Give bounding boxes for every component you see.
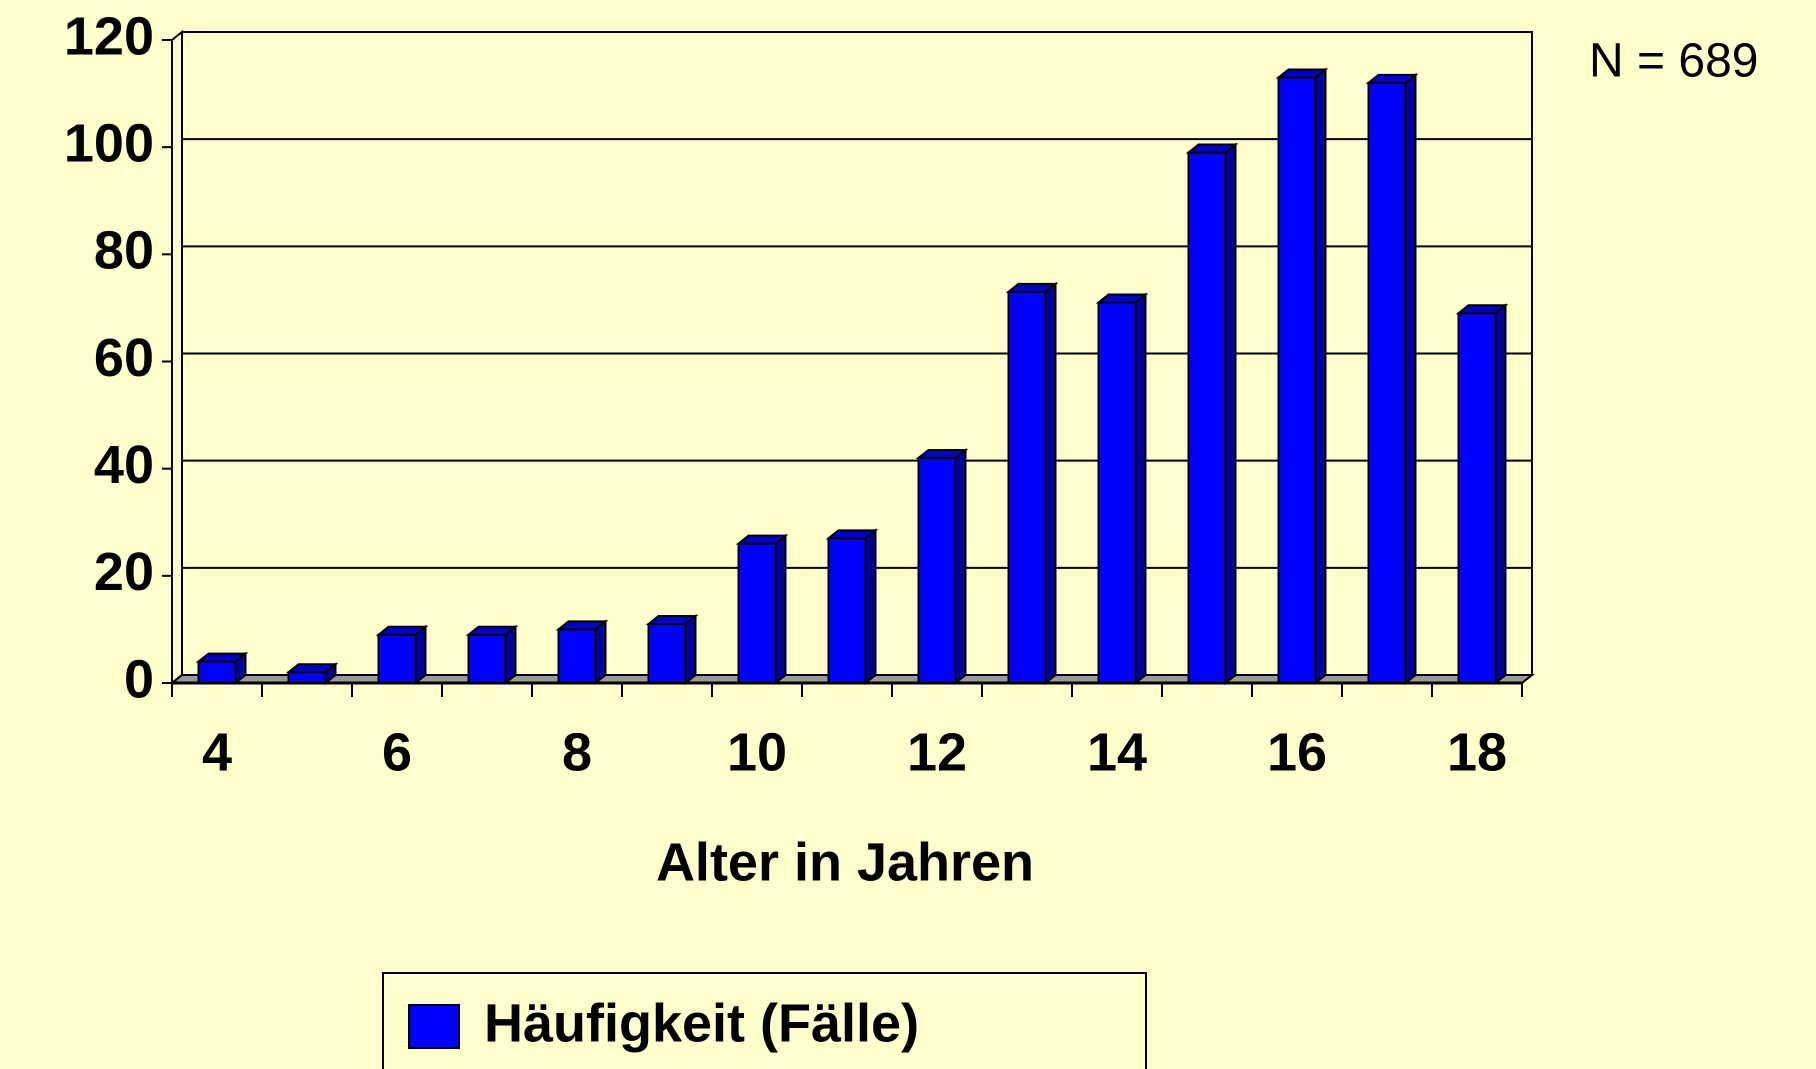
bar-top: [645, 615, 699, 626]
bar-top: [915, 448, 969, 459]
bar-top: [375, 625, 429, 636]
x-tick-label: 6: [382, 722, 412, 782]
bar-side: [1404, 72, 1417, 686]
bar-top: [1185, 143, 1239, 154]
bar-side: [1314, 67, 1327, 686]
y-tick-label: 100: [64, 113, 154, 173]
y-tick-label: 80: [94, 221, 154, 281]
x-tick-label: 4: [202, 722, 232, 782]
bar-top: [825, 529, 879, 540]
bar: [1007, 290, 1047, 684]
x-tick-label: 12: [907, 722, 967, 782]
bar-side: [504, 624, 517, 686]
x-axis-title: Alter in Jahren: [656, 832, 1034, 892]
bar-top: [735, 534, 789, 545]
bar-side: [414, 624, 427, 686]
bar: [737, 542, 777, 685]
legend: [382, 972, 1147, 1069]
bar-side: [954, 447, 967, 686]
bar: [197, 660, 237, 684]
x-tick-label: 8: [562, 722, 592, 782]
bar-side: [774, 533, 787, 686]
bar-top: [555, 620, 609, 631]
legend-label: Häufigkeit (Fälle): [484, 993, 919, 1053]
y-tick-label: 0: [124, 649, 154, 709]
x-tick-label: 16: [1267, 722, 1327, 782]
bar: [1367, 81, 1407, 685]
bar-side: [1224, 142, 1237, 686]
bar-side: [1494, 303, 1507, 686]
x-tick-label: 14: [1087, 722, 1147, 782]
bar-side: [1044, 281, 1057, 686]
bar: [647, 623, 687, 685]
bar-side: [684, 613, 697, 686]
bar: [467, 633, 507, 685]
bar: [377, 633, 417, 685]
bar: [917, 456, 957, 685]
y-tick-label: 40: [94, 435, 154, 495]
bar-top: [1005, 282, 1059, 293]
bar: [1277, 76, 1317, 684]
bar: [557, 628, 597, 685]
bar-top: [195, 652, 249, 663]
bar-top: [1095, 293, 1149, 304]
bar-top: [1275, 68, 1329, 79]
bar-side: [594, 619, 607, 686]
y-tick-label: 60: [94, 328, 154, 388]
legend-swatch: [408, 1004, 460, 1049]
y-tick-label: 120: [64, 6, 154, 66]
bar: [287, 671, 327, 684]
bar: [1097, 301, 1137, 684]
y-tick-label: 20: [94, 542, 154, 602]
bar-side: [1134, 292, 1147, 686]
bar-top: [1365, 73, 1419, 84]
bar-top: [465, 625, 519, 636]
bar-side: [864, 528, 877, 686]
side-wall: [171, 29, 183, 686]
bar: [827, 537, 867, 685]
x-tick-label: 18: [1447, 722, 1507, 782]
bar-top: [1455, 304, 1509, 315]
bar-top: [285, 663, 339, 674]
bar: [1187, 151, 1227, 684]
annotation: N = 689: [1589, 35, 1758, 88]
x-tick-label: 10: [727, 722, 787, 782]
bar: [1457, 312, 1497, 684]
